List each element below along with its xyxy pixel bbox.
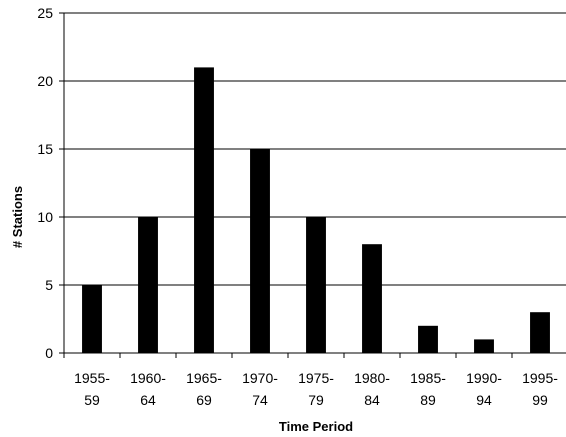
- bar-1955-59: [82, 285, 102, 353]
- x-tick-label: 79: [308, 392, 324, 408]
- x-tick-label: 89: [420, 392, 436, 408]
- x-tick-label: 1990-: [466, 370, 502, 386]
- y-tick-label: 0: [45, 345, 53, 361]
- x-tick-label: 99: [532, 392, 548, 408]
- x-tick-label: 1975-: [298, 370, 334, 386]
- bar-1975-79: [306, 217, 326, 353]
- x-tick-label: 1970-: [242, 370, 278, 386]
- y-axis-title: # Stations: [10, 186, 25, 248]
- bar-1985-89: [418, 325, 438, 353]
- y-tick-label: 25: [37, 5, 53, 21]
- y-tick-label: 10: [37, 209, 53, 225]
- x-tick-labels: 1955- 59 1960- 64 1965- 69 1970- 74 1975- 79 1980-…: [74, 370, 558, 408]
- x-tick-label: 1955-: [74, 370, 110, 386]
- x-tick-label: 1995-: [522, 370, 558, 386]
- x-tick-label: 1985-: [410, 370, 446, 386]
- x-tick-label: 1960-: [130, 370, 166, 386]
- x-tick-label: 1980-: [354, 370, 390, 386]
- bar-1970-74: [250, 149, 270, 353]
- y-tick-label: 15: [37, 141, 53, 157]
- x-tick-label: 1965-: [186, 370, 222, 386]
- x-axis-title: Time Period: [279, 419, 353, 434]
- y-tick-label: 5: [45, 277, 53, 293]
- x-tick-label: 59: [84, 392, 100, 408]
- x-tick-label: 64: [140, 392, 156, 408]
- x-tick-label: 84: [364, 392, 380, 408]
- x-tick-label: 94: [476, 392, 492, 408]
- x-tick-label: 74: [252, 392, 268, 408]
- bar-1995-99: [530, 312, 550, 353]
- bar-1990-94: [474, 339, 494, 353]
- x-tick-label: 69: [196, 392, 212, 408]
- bars: [82, 67, 550, 354]
- axes: [59, 12, 566, 358]
- y-tick-labels: 0 5 10 15 20 25: [37, 5, 53, 361]
- bar-1980-84: [362, 244, 382, 353]
- y-tick-label: 20: [37, 73, 53, 89]
- bar-1960-64: [138, 217, 158, 353]
- bar-1965-69: [194, 67, 214, 354]
